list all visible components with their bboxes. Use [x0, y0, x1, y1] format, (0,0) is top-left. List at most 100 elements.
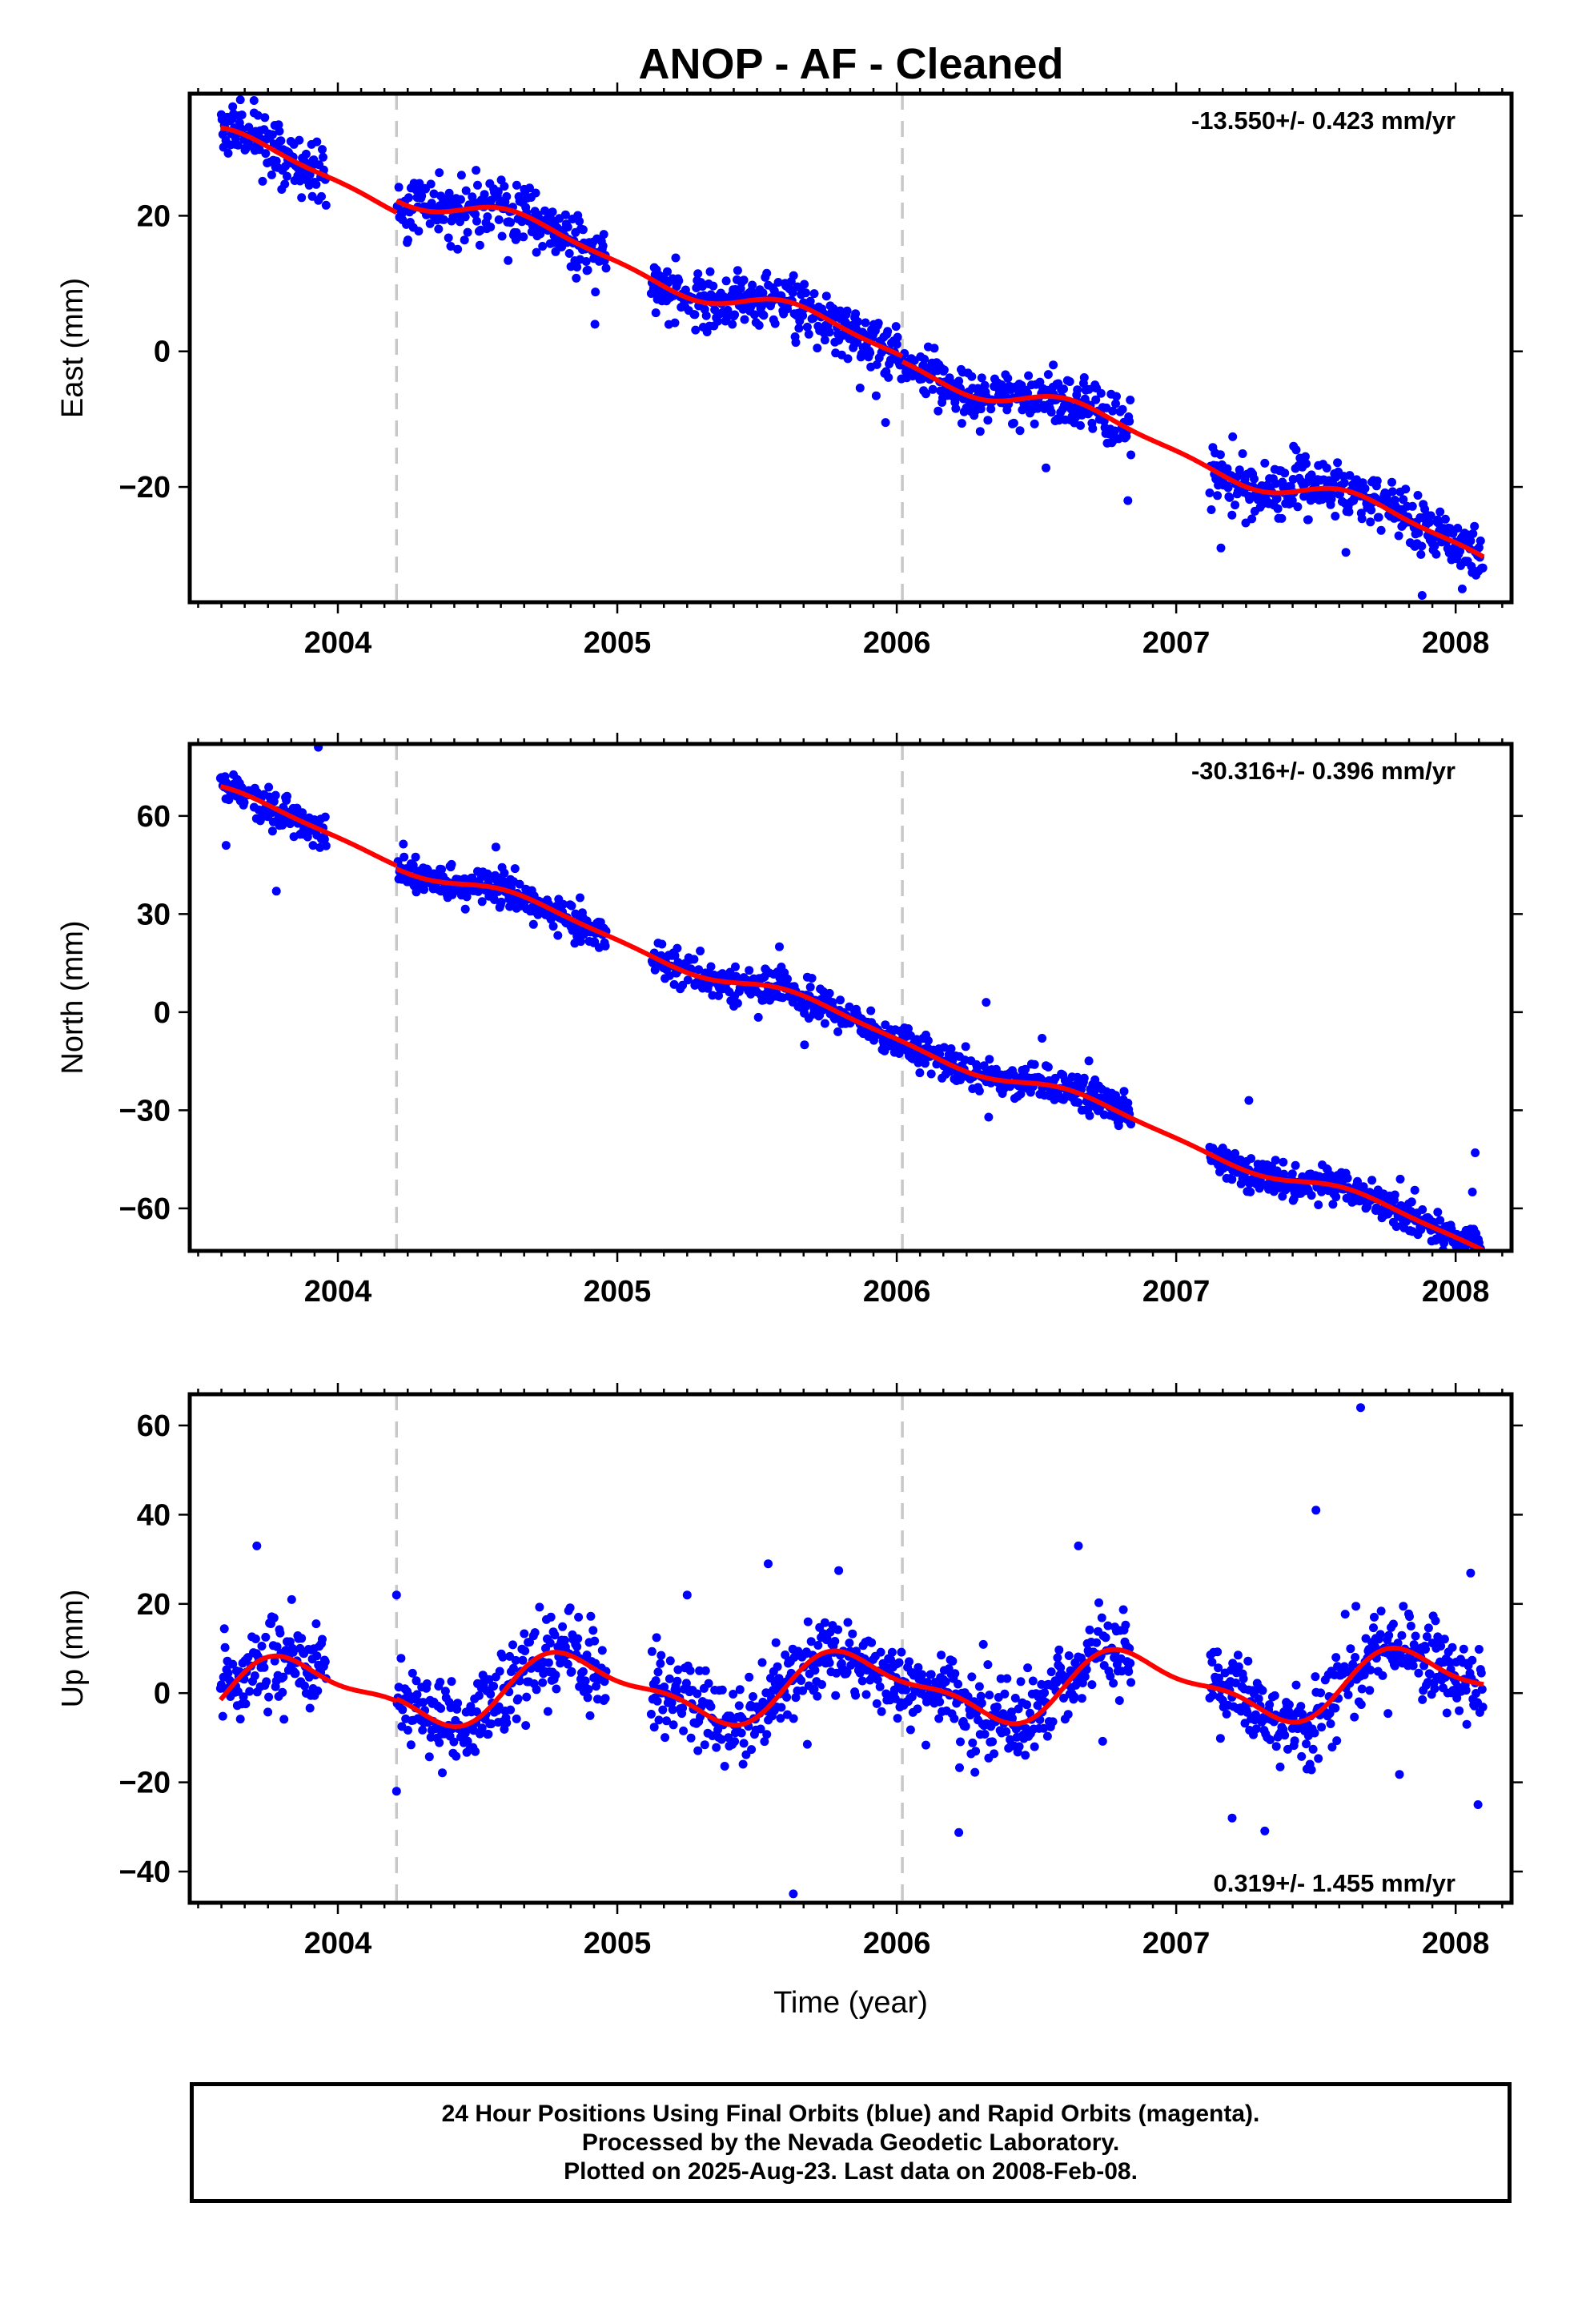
data-point: [550, 1630, 560, 1640]
data-point: [820, 1019, 829, 1028]
data-point: [1002, 1727, 1011, 1736]
data-point: [904, 1024, 913, 1033]
data-point: [668, 1705, 677, 1715]
data-point: [1021, 1751, 1030, 1760]
data-point: [663, 267, 672, 276]
data-point: [809, 1684, 819, 1694]
data-point: [408, 860, 418, 870]
data-point: [578, 1667, 588, 1676]
data-point: [1258, 1686, 1267, 1695]
x-tick-label: 2006: [863, 1275, 931, 1309]
data-point: [494, 1702, 504, 1711]
data-point: [1331, 1192, 1341, 1202]
data-point: [754, 320, 764, 330]
data-point: [1477, 1260, 1486, 1269]
data-point: [1084, 1056, 1094, 1066]
data-point: [1028, 1676, 1038, 1686]
data-point: [545, 1638, 555, 1648]
data-point: [590, 320, 600, 329]
data-point: [270, 1656, 279, 1666]
data-point: [1280, 1731, 1290, 1740]
data-point: [738, 1759, 748, 1769]
data-point: [1043, 1063, 1053, 1072]
data-point: [1390, 1190, 1399, 1200]
data-point: [426, 179, 436, 189]
data-point: [1014, 1742, 1024, 1751]
data-point: [1208, 1691, 1218, 1700]
data-point: [1270, 1691, 1279, 1700]
data-point: [502, 191, 512, 201]
data-point: [939, 365, 949, 375]
data-point: [706, 962, 716, 971]
data-point: [1356, 1700, 1366, 1709]
data-point: [1101, 1633, 1110, 1642]
data-point: [313, 1686, 323, 1695]
data-point: [1357, 514, 1367, 524]
data-point: [1123, 1098, 1133, 1108]
data-point: [1290, 1736, 1299, 1746]
data-point: [881, 418, 890, 428]
data-point: [921, 1740, 930, 1750]
data-point: [803, 1617, 813, 1626]
data-point: [1073, 385, 1082, 395]
data-point: [700, 1740, 709, 1750]
data-point: [1271, 1742, 1281, 1751]
data-point: [1316, 1688, 1326, 1698]
data-point: [773, 1662, 782, 1671]
data-point: [1351, 1653, 1360, 1662]
data-point: [971, 1747, 981, 1756]
data-point: [915, 1068, 925, 1078]
data-point: [1468, 1188, 1477, 1196]
data-point: [813, 1641, 823, 1650]
data-point: [396, 1654, 406, 1663]
data-point: [394, 183, 404, 192]
data-point: [269, 1613, 279, 1622]
data-point: [1124, 1667, 1134, 1676]
data-point: [817, 1680, 826, 1689]
data-point: [495, 1667, 504, 1676]
data-point: [1038, 1034, 1047, 1043]
data-point: [1359, 1182, 1368, 1192]
data-point: [855, 384, 865, 392]
data-point: [585, 1711, 595, 1720]
data-point: [1414, 1668, 1423, 1678]
data-point: [574, 1612, 584, 1622]
data-point: [660, 1683, 669, 1691]
data-point: [600, 1677, 609, 1687]
data-point: [1296, 1702, 1306, 1711]
data-point: [486, 223, 496, 231]
data-point: [1046, 408, 1056, 417]
data-point: [1266, 1735, 1275, 1744]
footer-line-plotted-on: Plotted on 2025-Aug-23. Last data on 200…: [564, 2157, 1138, 2185]
data-point: [761, 1688, 771, 1698]
data-point: [477, 897, 487, 907]
data-point: [520, 1629, 529, 1638]
data-point: [1277, 513, 1287, 523]
data-point: [671, 253, 681, 263]
data-point: [318, 145, 327, 155]
y-tick-label: 0: [154, 1677, 171, 1711]
data-point: [1359, 1671, 1369, 1679]
data-point: [1108, 406, 1118, 416]
data-point: [567, 1667, 576, 1676]
data-point: [794, 324, 804, 333]
data-point: [1311, 1672, 1320, 1682]
data-point: [572, 1642, 582, 1651]
y-axis-title: Up (mm): [56, 1590, 90, 1708]
data-point: [1442, 1708, 1452, 1718]
data-point: [321, 841, 331, 850]
data-point: [1436, 1642, 1446, 1651]
data-point: [1223, 483, 1233, 493]
data-point: [791, 338, 801, 348]
data-point: [881, 1689, 891, 1699]
data-point: [447, 1677, 456, 1687]
data-point: [1350, 1712, 1359, 1722]
data-point: [1065, 377, 1074, 386]
data-point: [985, 1055, 994, 1064]
data-point: [297, 1634, 307, 1643]
data-point: [1271, 1156, 1280, 1165]
data-point: [1322, 464, 1331, 472]
data-point: [782, 1692, 792, 1702]
data-point: [598, 241, 608, 251]
data-point: [497, 231, 507, 241]
